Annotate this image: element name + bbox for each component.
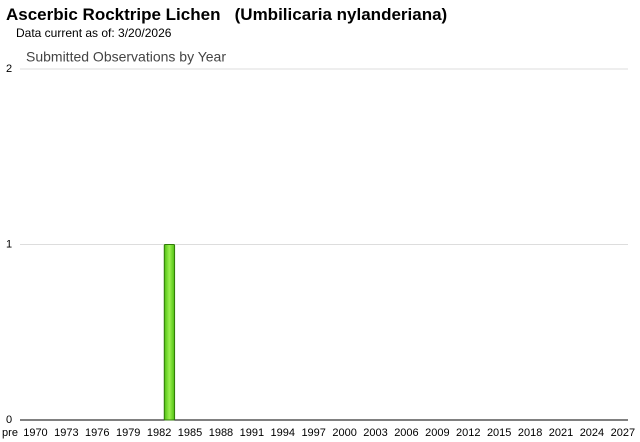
x-tick-label: 2006 — [394, 427, 418, 439]
data-date: Data current as of: 3/20/2026 — [16, 26, 172, 40]
x-tick-label: 1994 — [271, 427, 295, 439]
y-tick-label: 0 — [6, 414, 12, 426]
page-title: Ascerbic Rocktripe Lichen (Umbilicaria n… — [6, 5, 448, 24]
x-tick-label: 2021 — [549, 427, 573, 439]
x-tick-label: 2018 — [518, 427, 542, 439]
bar — [163, 244, 176, 421]
y-tick-label: 1 — [6, 238, 12, 250]
x-tick-label: 1985 — [178, 427, 202, 439]
x-tick-label: 1997 — [301, 427, 325, 439]
chart-title: Submitted Observations by Year — [26, 49, 226, 65]
x-tick-label: 1970 — [23, 427, 47, 439]
x-tick-label: 2000 — [332, 427, 356, 439]
x-tick-label: 1991 — [240, 427, 264, 439]
y-tick-label: 2 — [6, 63, 12, 75]
x-tick-label: 2027 — [611, 427, 635, 439]
x-tick-label: 2012 — [456, 427, 480, 439]
x-tick-label: pre — [2, 427, 18, 439]
x-tick-label: 2015 — [487, 427, 511, 439]
x-tick-label: 1982 — [147, 427, 171, 439]
x-tick-label: 2024 — [580, 427, 604, 439]
x-tick-label: 2003 — [363, 427, 387, 439]
x-tick-label: 1979 — [116, 427, 140, 439]
x-tick-label: 2009 — [425, 427, 449, 439]
x-tick-label: 1976 — [85, 427, 109, 439]
x-tick-label: 1973 — [54, 427, 78, 439]
x-tick-label: 1988 — [209, 427, 233, 439]
